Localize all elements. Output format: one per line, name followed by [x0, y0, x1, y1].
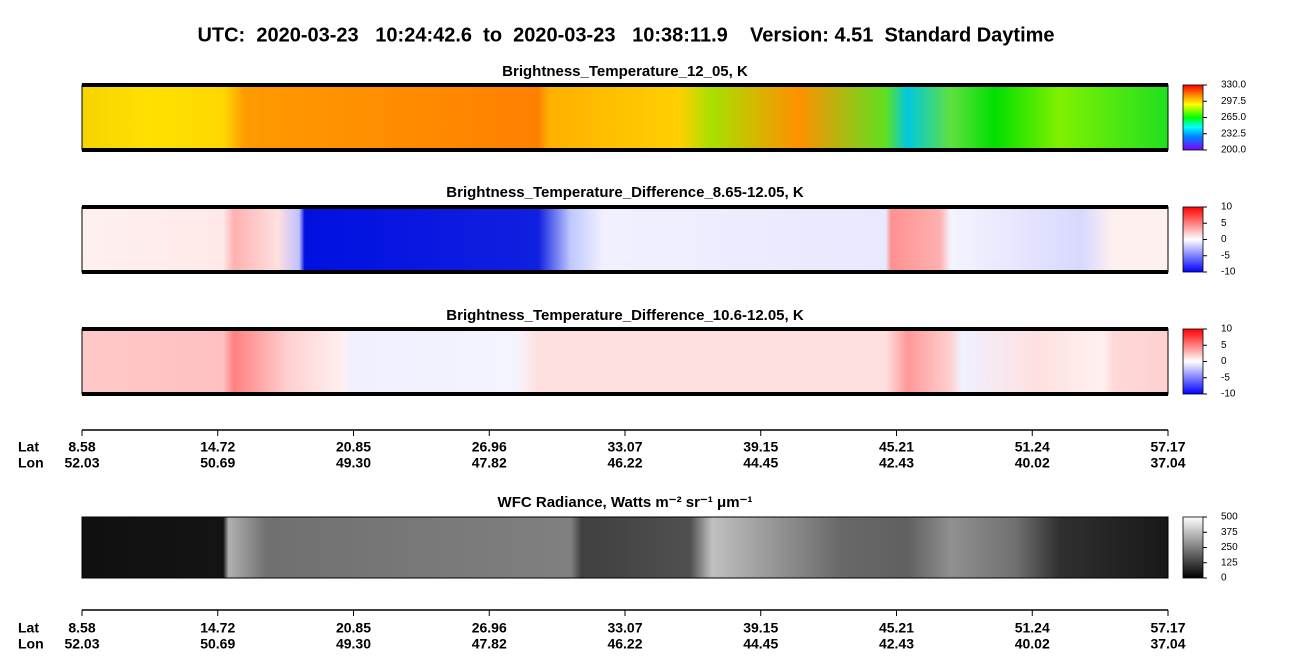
- colorbar: [1182, 84, 1204, 151]
- strip-edge: [82, 392, 1168, 396]
- colorbar: [1182, 516, 1204, 579]
- lon-tick-label: 46.22: [607, 455, 642, 471]
- lon-tick-label: 47.82: [472, 636, 507, 652]
- lon-tick-label: 37.04: [1150, 636, 1185, 652]
- lon-tick-label: 49.30: [336, 636, 371, 652]
- heatmap-strip: [81, 206, 1169, 273]
- colorbar-tick-label: 0: [1221, 573, 1227, 584]
- lon-tick-label: 50.69: [200, 455, 235, 471]
- lat-tick-label: 26.96: [472, 620, 507, 636]
- lat-tick-label: 20.85: [336, 620, 371, 636]
- lat-tick-label: 8.58: [68, 620, 95, 636]
- colorbar-tick-label: 265.0: [1221, 112, 1246, 123]
- strip-edge: [82, 270, 1168, 274]
- colorbar-tick-label: 297.5: [1221, 96, 1246, 107]
- panel-title: Brightness_Temperature_12_05, K: [502, 63, 748, 80]
- colorbar-tick-label: 375: [1221, 527, 1238, 538]
- lat-tick-label: 45.21: [879, 620, 914, 636]
- lon-tick-label: 46.22: [607, 636, 642, 652]
- colorbar-tick-label: -10: [1221, 267, 1236, 278]
- lon-tick-label: 40.02: [1015, 455, 1050, 471]
- colorbar-tick-label: 0: [1221, 234, 1227, 245]
- lon-tick-label: 52.03: [64, 455, 99, 471]
- lat-tick-label: 39.15: [743, 439, 778, 455]
- lat-axis-label: Lat: [18, 439, 39, 455]
- lat-tick-label: 51.24: [1015, 439, 1050, 455]
- lat-axis-label: Lat: [18, 620, 39, 636]
- panel-title: Brightness_Temperature_Difference_8.65-1…: [446, 184, 804, 201]
- lon-tick-label: 47.82: [472, 455, 507, 471]
- colorbar-tick-label: 5: [1221, 340, 1227, 351]
- lat-tick-label: 14.72: [200, 620, 235, 636]
- colorbar: [1182, 328, 1204, 395]
- lon-tick-label: 44.45: [743, 636, 778, 652]
- lat-tick-label: 51.24: [1015, 620, 1050, 636]
- colorbar-tick-label: 200.0: [1221, 145, 1246, 156]
- lat-tick-label: 33.07: [607, 439, 642, 455]
- lat-tick-label: 14.72: [200, 439, 235, 455]
- heatmap-strip: [81, 84, 1169, 151]
- panel-title: Brightness_Temperature_Difference_10.6-1…: [446, 307, 804, 324]
- lat-tick-label: 45.21: [879, 439, 914, 455]
- colorbar: [1182, 206, 1204, 273]
- colorbar-tick-label: 232.5: [1221, 128, 1246, 139]
- colorbar-tick-label: -5: [1221, 372, 1230, 383]
- lat-tick-label: 33.07: [607, 620, 642, 636]
- figure-title: UTC: 2020-03-23 10:24:42.6 to 2020-03-23…: [197, 24, 1054, 46]
- lon-axis-label: Lon: [18, 636, 44, 652]
- lat-tick-label: 39.15: [743, 620, 778, 636]
- lon-tick-label: 42.43: [879, 636, 914, 652]
- colorbar-tick-label: 10: [1221, 202, 1233, 213]
- heatmap-strip: [81, 516, 1169, 579]
- lon-tick-label: 44.45: [743, 455, 778, 471]
- colorbar-tick-label: 125: [1221, 557, 1238, 568]
- colorbar-tick-label: 10: [1221, 324, 1233, 335]
- lat-tick-label: 26.96: [472, 439, 507, 455]
- lon-axis-label: Lon: [18, 455, 44, 471]
- panel-title: WFC Radiance, Watts m⁻² sr⁻¹ μm⁻¹: [498, 494, 753, 511]
- heatmap-strip: [81, 328, 1169, 395]
- lat-tick-label: 57.17: [1150, 620, 1185, 636]
- colorbar-tick-label: -10: [1221, 389, 1236, 400]
- strip-edge: [82, 83, 1168, 87]
- colorbar-tick-label: 250: [1221, 542, 1238, 553]
- lon-tick-label: 37.04: [1150, 455, 1185, 471]
- lon-tick-label: 42.43: [879, 455, 914, 471]
- lat-tick-label: 8.58: [68, 439, 95, 455]
- lat-tick-label: 57.17: [1150, 439, 1185, 455]
- strip-edge: [82, 205, 1168, 209]
- strip-edge: [82, 148, 1168, 152]
- lon-tick-label: 40.02: [1015, 636, 1050, 652]
- lon-tick-label: 52.03: [64, 636, 99, 652]
- colorbar-tick-label: 330.0: [1221, 80, 1246, 91]
- colorbar-tick-label: -5: [1221, 250, 1230, 261]
- lon-tick-label: 50.69: [200, 636, 235, 652]
- lat-tick-label: 20.85: [336, 439, 371, 455]
- lon-tick-label: 49.30: [336, 455, 371, 471]
- colorbar-tick-label: 500: [1221, 512, 1238, 523]
- colorbar-tick-label: 0: [1221, 356, 1227, 367]
- strip-edge: [82, 327, 1168, 331]
- colorbar-tick-label: 5: [1221, 218, 1227, 229]
